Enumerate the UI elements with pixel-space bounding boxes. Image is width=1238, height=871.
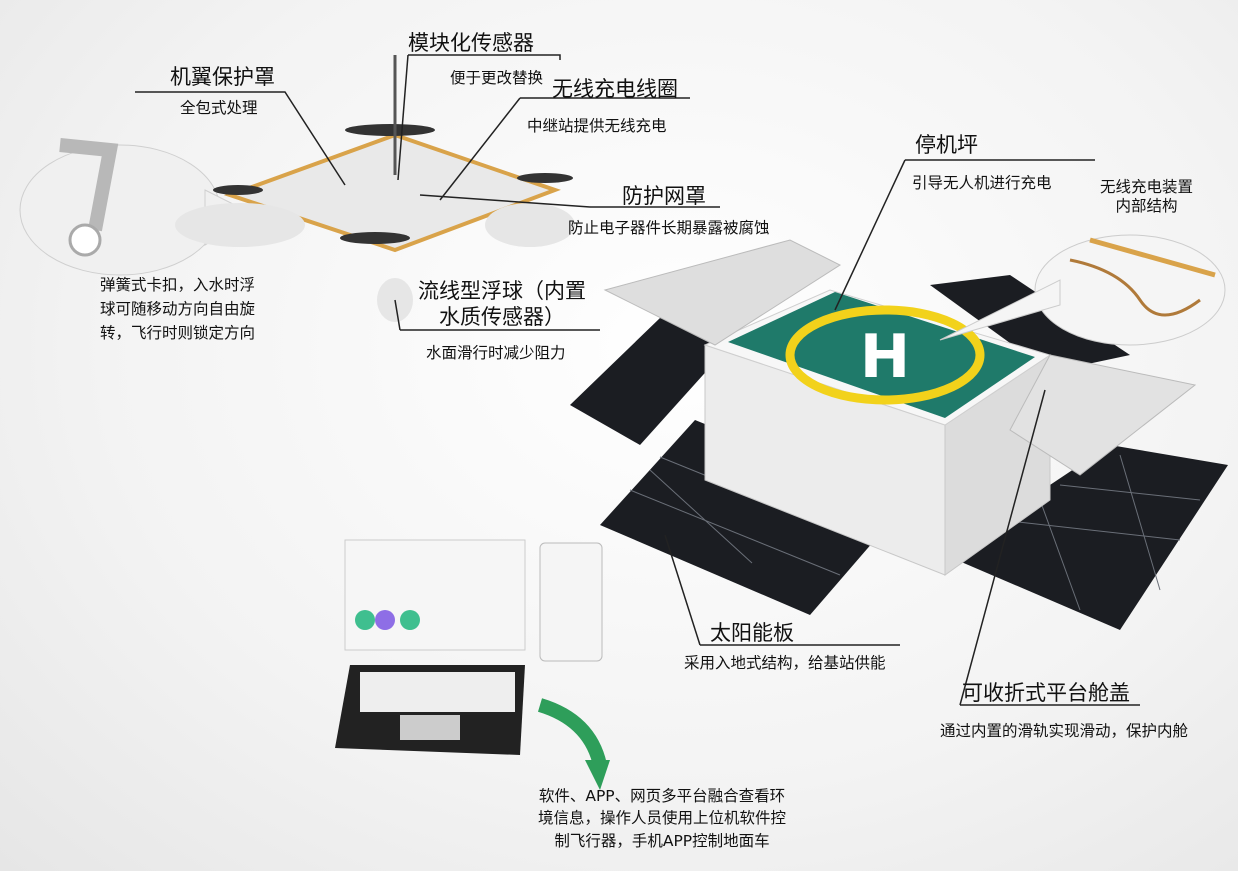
drone xyxy=(175,55,575,322)
cover-right xyxy=(1009,354,1197,476)
landing-pad-title: 停机坪 xyxy=(915,133,978,157)
protective-mesh-title: 防护网罩 xyxy=(622,184,706,208)
cover-left xyxy=(603,239,842,346)
wing-guard-sub: 全包式处理 xyxy=(180,99,258,117)
protective-mesh-sub: 防止电子器件长期暴露被腐蚀 xyxy=(568,219,770,237)
foldable-cover-sub: 通过内置的滑轨实现滑动，保护内舱 xyxy=(940,722,1189,740)
solar-panel-front-right xyxy=(945,445,1228,630)
landing-pad-ring xyxy=(785,305,985,405)
solar-panel-title: 太阳能板 xyxy=(710,621,794,645)
charging-detail xyxy=(939,234,1226,346)
charging-device-title: 无线充电装置 内部结构 xyxy=(1100,178,1194,216)
solar-panel-back-right xyxy=(930,275,1130,372)
sensor-module-title: 模块化传感器 xyxy=(408,31,534,55)
sensor-module-sub: 便于更改替换 xyxy=(450,69,544,87)
solar-panels xyxy=(570,275,1228,630)
landing-pad-letter: H xyxy=(860,322,910,392)
solar-panel-sub: 采用入地式结构，给基站供能 xyxy=(684,654,886,672)
solar-panel-back-left xyxy=(570,318,730,445)
float-ball-title: 流线型浮球（内置 水质传感器） xyxy=(418,279,586,330)
base-station: H xyxy=(603,239,1197,576)
float-ball-sub: 水面滑行时减少阻力 xyxy=(426,344,566,362)
wireless-coil-sub: 中继站提供无线充电 xyxy=(527,117,667,135)
control-devices xyxy=(335,539,610,790)
software-sub: 软件、APP、网页多平台融合查看环 境信息，操作人员使用上位机软件控 制飞行器，… xyxy=(538,787,787,850)
foldable-cover-title: 可收折式平台舱盖 xyxy=(962,681,1130,705)
spring-clip-sub: 弹簧式卡扣，入水时浮 球可随移动方向自由旋 转，飞行时则锁定方向 xyxy=(100,276,256,343)
solar-panel-front-left xyxy=(600,420,905,615)
wireless-coil-title: 无线充电线圈 xyxy=(552,77,678,101)
leader-lines xyxy=(135,54,1140,706)
wing-guard-title: 机翼保护罩 xyxy=(170,65,275,89)
landing-pad-sub: 引导无人机进行充电 xyxy=(912,174,1052,192)
